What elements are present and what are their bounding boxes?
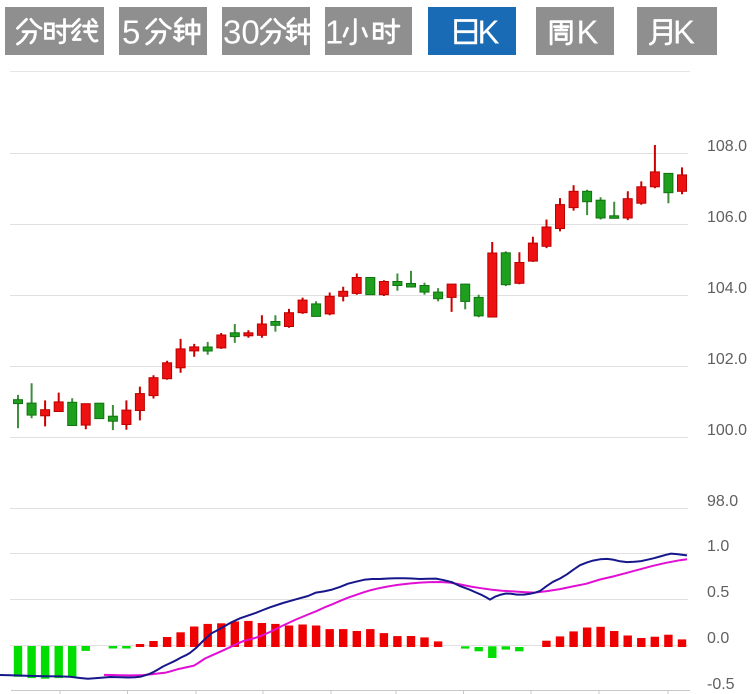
svg-text:K: K — [577, 14, 599, 51]
svg-text:-0.5: -0.5 — [707, 676, 735, 693]
svg-text:30: 30 — [223, 14, 260, 51]
svg-text:100.0: 100.0 — [707, 422, 747, 439]
svg-text:108.0: 108.0 — [707, 138, 747, 155]
svg-text:K: K — [478, 14, 500, 51]
svg-text:1.0: 1.0 — [707, 538, 729, 555]
svg-text:102.0: 102.0 — [707, 351, 747, 368]
svg-text:104.0: 104.0 — [707, 280, 747, 297]
svg-text:0.0: 0.0 — [707, 630, 729, 647]
svg-text:1: 1 — [325, 14, 343, 51]
svg-text:5: 5 — [122, 14, 140, 51]
svg-text:K: K — [673, 14, 695, 51]
svg-text:106.0: 106.0 — [707, 209, 747, 226]
svg-text:0.5: 0.5 — [707, 584, 729, 601]
svg-text:98.0: 98.0 — [707, 493, 738, 510]
